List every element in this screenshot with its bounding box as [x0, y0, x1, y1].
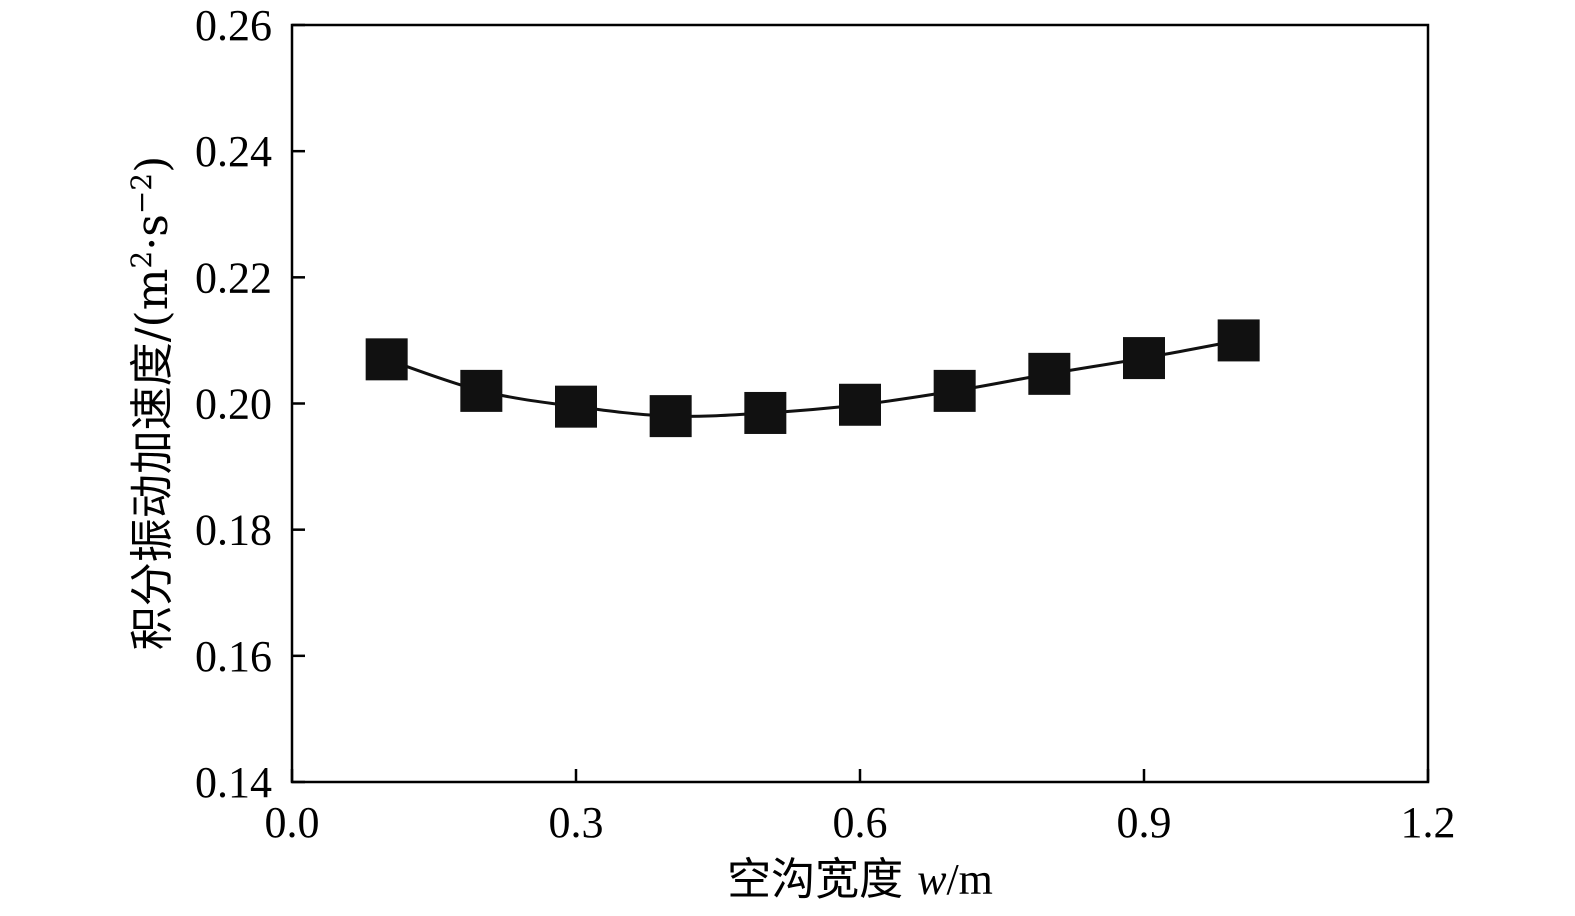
- data-point: [933, 369, 976, 412]
- data-point: [744, 391, 787, 434]
- y-tick-label: 0.22: [195, 253, 272, 302]
- data-point: [555, 385, 597, 428]
- y-tick-label: 0.16: [195, 632, 272, 681]
- data-point: [1217, 319, 1260, 362]
- x-axis-ticks: 0.0 0.3 0.6 0.9 1.2: [265, 769, 1456, 847]
- y-tick-label: 0.24: [195, 127, 272, 176]
- data-point: [1028, 352, 1071, 395]
- x-tick-label: 0.3: [549, 798, 604, 847]
- data-point: [1123, 337, 1165, 380]
- y-axis-ticks: 0.14 0.16 0.18 0.20 0.22 0.24 0.26: [195, 1, 305, 807]
- y-tick-label: 0.14: [195, 758, 272, 807]
- y-tick-label: 0.26: [195, 1, 272, 50]
- data-point: [839, 383, 881, 426]
- x-tick-label: 0.0: [265, 798, 320, 847]
- data-point: [649, 395, 692, 438]
- data-point: [460, 369, 503, 412]
- y-tick-label: 0.18: [195, 506, 272, 555]
- y-tick-label: 0.20: [195, 380, 272, 429]
- x-tick-label: 0.6: [833, 798, 888, 847]
- y-axis-title: 积分振动加速度/(m2·s−2): [125, 156, 178, 651]
- data-point: [365, 338, 408, 381]
- series-line: [386, 338, 1239, 418]
- x-axis-title: 空沟宽度 w/m: [727, 854, 993, 905]
- x-tick-label: 0.9: [1117, 798, 1172, 847]
- x-tick-label: 1.2: [1401, 798, 1456, 847]
- series-layer: [365, 319, 1260, 438]
